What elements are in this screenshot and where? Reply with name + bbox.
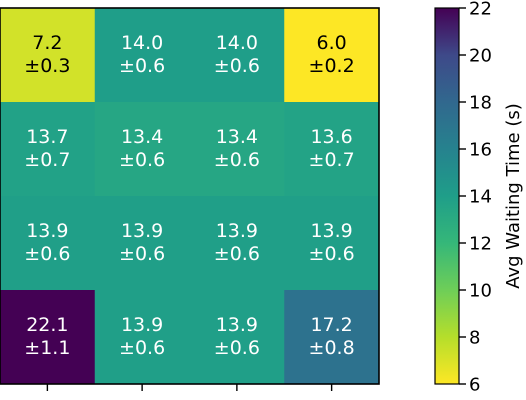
colorbar-label: Avg Waiting Time (s) — [503, 103, 524, 289]
cell-error-label: ±0.6 — [119, 149, 165, 171]
cell-error-label: ±0.7 — [24, 149, 70, 171]
cell-value-label: 13.9 — [26, 220, 68, 242]
heatmap-cell — [189, 8, 285, 103]
colorbar-tick-label: 14 — [469, 187, 492, 208]
cell-value-label: 13.9 — [121, 220, 163, 242]
cell-value-label: 6.0 — [317, 32, 347, 54]
cell-error-label: ±0.6 — [24, 243, 70, 265]
heatmap-cells: 7.2±0.314.0±0.614.0±0.66.0±0.213.7±0.713… — [0, 8, 380, 385]
cell-error-label: ±0.6 — [214, 55, 260, 77]
heatmap-cell — [189, 102, 285, 197]
heatmap-cell — [284, 102, 380, 197]
cell-error-label: ±0.6 — [214, 337, 260, 359]
cell-value-label: 13.4 — [121, 126, 163, 148]
cell-error-label: ±0.8 — [309, 337, 355, 359]
heatmap-cell — [94, 196, 190, 291]
heatmap-cell — [189, 290, 285, 385]
cell-value-label: 14.0 — [216, 32, 258, 54]
cell-value-label: 13.9 — [310, 220, 352, 242]
cell-value-label: 14.0 — [121, 32, 163, 54]
colorbar-tick-label: 8 — [469, 328, 480, 349]
heatmap-cell — [94, 8, 190, 103]
cell-error-label: ±0.2 — [309, 55, 355, 77]
cell-value-label: 13.9 — [216, 220, 258, 242]
heatmap-cell — [0, 102, 96, 197]
colorbar-tick-label: 22 — [469, 0, 492, 20]
cell-error-label: ±0.6 — [119, 55, 165, 77]
heatmap-cell — [0, 290, 96, 385]
colorbar-tick-label: 6 — [469, 375, 480, 396]
cell-error-label: ±0.6 — [119, 243, 165, 265]
cell-error-label: ±0.3 — [24, 55, 70, 77]
cell-error-label: ±0.6 — [214, 149, 260, 171]
cell-value-label: 22.1 — [26, 314, 68, 336]
colorbar-tick-label: 10 — [469, 281, 492, 302]
cell-error-label: ±0.6 — [119, 337, 165, 359]
heatmap-cell — [284, 290, 380, 385]
colorbar — [434, 7, 460, 385]
heatmap-cell — [94, 290, 190, 385]
heatmap-cell — [189, 196, 285, 291]
heatmap-cell — [0, 8, 96, 103]
heatmap-cell — [284, 8, 380, 103]
cell-value-label: 13.4 — [216, 126, 258, 148]
cell-value-label: 17.2 — [310, 314, 352, 336]
cell-value-label: 13.6 — [310, 126, 352, 148]
heatmap-cell — [94, 102, 190, 197]
cell-error-label: ±0.7 — [309, 149, 355, 171]
x-ticks — [46, 384, 333, 391]
colorbar-tick-label: 20 — [469, 46, 492, 67]
cell-error-label: ±0.6 — [309, 243, 355, 265]
heatmap-cell — [284, 196, 380, 291]
colorbar-ticks: 6 8 10 12 14 16 18 20 22 — [459, 0, 492, 396]
colorbar-tick-label: 12 — [469, 234, 492, 255]
heatmap-cell — [0, 196, 96, 291]
cell-value-label: 13.9 — [216, 314, 258, 336]
cell-error-label: ±0.6 — [214, 243, 260, 265]
colorbar-tick-label: 18 — [469, 93, 492, 114]
cell-value-label: 13.9 — [121, 314, 163, 336]
colorbar-tick-label: 16 — [469, 140, 492, 161]
cell-value-label: 7.2 — [32, 32, 62, 54]
cell-value-label: 13.7 — [26, 126, 68, 148]
plot-frame — [0, 7, 380, 385]
cell-error-label: ±1.1 — [24, 337, 70, 359]
